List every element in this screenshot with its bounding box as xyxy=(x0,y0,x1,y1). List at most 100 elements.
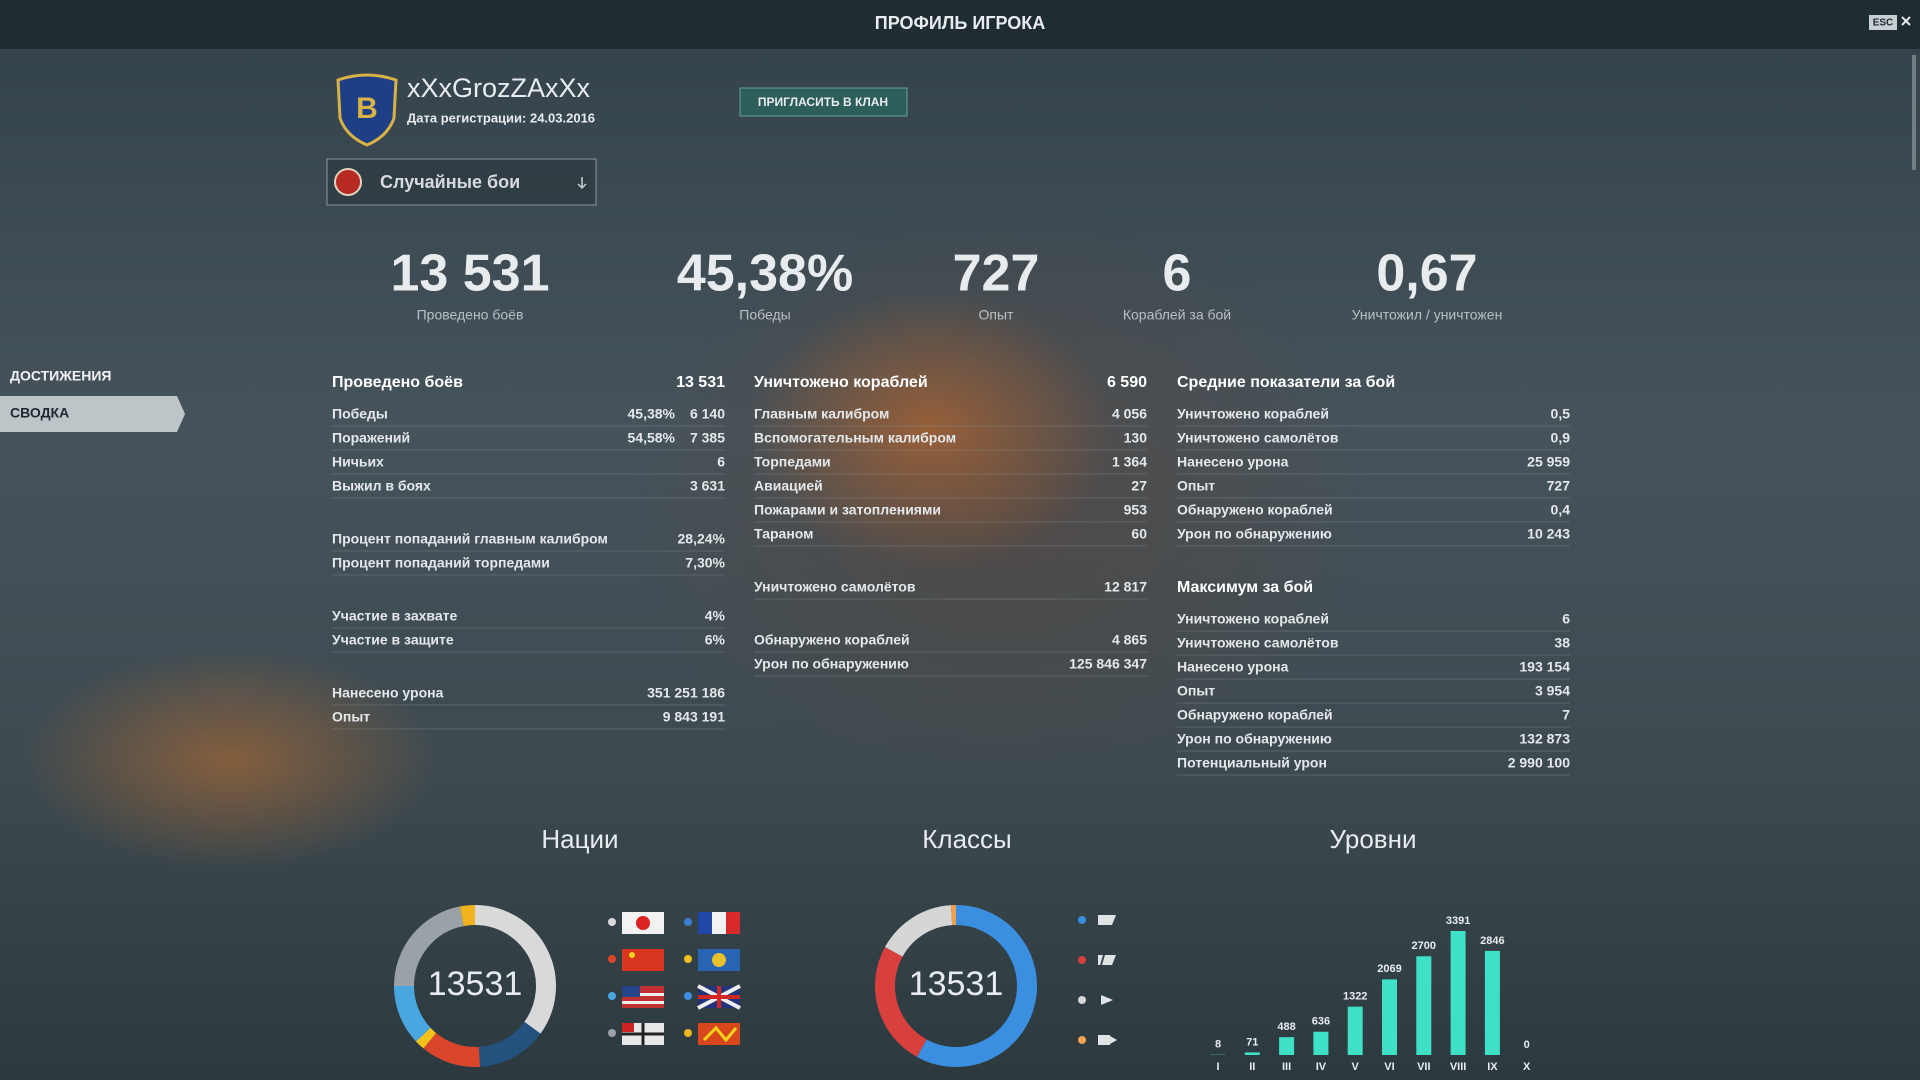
sidebar-item[interactable]: СВОДКА xyxy=(10,405,69,421)
dropdown-arrow[interactable] xyxy=(577,177,587,190)
bar-value-label: 488 xyxy=(1277,1021,1295,1033)
stat-value: 60 xyxy=(1131,526,1147,542)
x-tick-label: IV xyxy=(1316,1061,1327,1073)
bar xyxy=(1382,979,1397,1055)
column-title: Уничтожено кораблей xyxy=(754,374,928,391)
stat-value: 351 251 186 xyxy=(647,685,725,701)
summary-value: 6 xyxy=(1163,245,1192,303)
donut-segment xyxy=(478,1021,541,1067)
stat-label: Главным калибром xyxy=(754,406,889,422)
stat-value: 0,9 xyxy=(1551,430,1571,446)
summary-label: Уничтожил / уничтожен xyxy=(1352,307,1503,323)
donut-segment xyxy=(415,1027,437,1049)
summary-value: 13 531 xyxy=(390,245,549,303)
stat-label: Тараном xyxy=(754,526,814,542)
donut-segment xyxy=(459,905,476,927)
mode-label[interactable]: Случайные бои xyxy=(380,172,520,192)
stat-label: Победы xyxy=(332,406,388,422)
stat-value: 193 154 xyxy=(1519,659,1570,675)
scrollbar[interactable] xyxy=(1912,55,1916,170)
stat-value: 27 xyxy=(1131,478,1147,494)
bar-value-label: 3391 xyxy=(1446,915,1470,927)
bar-value-label: 2700 xyxy=(1412,940,1436,952)
donut-segment xyxy=(875,946,927,1057)
x-tick-label: II xyxy=(1249,1061,1255,1073)
invite-button[interactable] xyxy=(739,87,908,117)
stat-value: 132 873 xyxy=(1519,731,1570,747)
stat-value: 6 xyxy=(1562,611,1570,627)
stat-label: Потенциальный урон xyxy=(1177,755,1327,771)
stat-label: Уничтожено самолётов xyxy=(1177,430,1339,446)
summary: 13 531 Проведено боёв 45,38% Победы 727 Опыт 6… xyxy=(390,245,1502,323)
donut-segment xyxy=(394,906,464,987)
bar-value-label: 1322 xyxy=(1343,991,1367,1003)
bar-value-label: 71 xyxy=(1246,1036,1258,1048)
stat-value: 6 xyxy=(717,454,725,470)
stat-label: Выжил в боях xyxy=(332,478,431,494)
classes-legend xyxy=(1078,915,1117,1045)
stat-value: 0,5 xyxy=(1551,406,1571,422)
stat-value: 3 954 xyxy=(1535,683,1570,699)
stat-value: 2 990 100 xyxy=(1508,755,1570,771)
donut-segment xyxy=(423,1032,481,1067)
x-tick-label: VIII xyxy=(1450,1061,1467,1073)
stat-label: Нанесено урона xyxy=(1177,454,1289,470)
bar xyxy=(1484,950,1500,1055)
header-bar xyxy=(0,0,1920,49)
stat-value: 727 xyxy=(1547,478,1571,494)
stat-label: Процент попаданий торпедами xyxy=(332,555,550,571)
stat-value: 9 843 191 xyxy=(663,709,725,725)
x-tick-label: IX xyxy=(1487,1061,1498,1073)
nations-legend xyxy=(608,912,741,1045)
stat-percent: 54,58% xyxy=(628,430,676,446)
clan-emblem: B xyxy=(336,73,398,147)
sidebar-item[interactable]: ДОСТИЖЕНИЯ xyxy=(10,368,111,384)
registration-date: Дата регистрации: 24.03.2016 xyxy=(407,110,595,125)
stat-value: 12 817 xyxy=(1104,579,1147,595)
stats-table: Проведено боёв 13 531 Победы 6 140 45,38% Пор… xyxy=(332,374,1571,776)
stat-value: 1 364 xyxy=(1112,454,1147,470)
stat-value: 125 846 347 xyxy=(1069,656,1147,672)
x-tick-label: V xyxy=(1352,1061,1360,1073)
stat-label: Уничтожено самолётов xyxy=(1177,635,1339,651)
chart-title: Уровни xyxy=(1330,824,1417,854)
stat-value: 7,30% xyxy=(685,555,725,571)
stat-label: Поражений xyxy=(332,430,410,446)
donut-center: 13531 xyxy=(428,965,523,1003)
stat-label: Торпедами xyxy=(754,454,831,470)
summary-value: 45,38% xyxy=(677,245,853,303)
charts: Нации 13531 Классы 13531 Уровни 8 I 71 II 488 III 6… xyxy=(394,824,1531,1073)
sidebar: ДОСТИЖЕНИЯ СВОДКА xyxy=(0,368,185,432)
x-tick-label: VII xyxy=(1417,1061,1430,1073)
stat-label: Опыт xyxy=(1177,478,1215,494)
summary-label: Кораблей за бой xyxy=(1123,307,1231,323)
sidebar-active-bg xyxy=(0,396,185,432)
stat-label: Уничтожено самолётов xyxy=(754,579,916,595)
invite-button-label[interactable]: ПРИГЛАСИТЬ В КЛАН xyxy=(758,95,888,109)
stat-value: 7 xyxy=(1562,707,1570,723)
group-title: Максимум за бой xyxy=(1177,579,1313,596)
stat-label: Участие в защите xyxy=(332,632,454,648)
stat-label: Урон по обнаружению xyxy=(1177,526,1332,542)
stat-value: 4% xyxy=(705,608,726,624)
esc-label[interactable]: ESC xyxy=(1873,18,1894,29)
stat-value: 0,4 xyxy=(1551,502,1571,518)
close-icon[interactable] xyxy=(1901,16,1911,26)
stat-label: Вспомогательным калибром xyxy=(754,430,956,446)
mode-dropdown[interactable] xyxy=(326,158,597,206)
esc-badge[interactable] xyxy=(1869,15,1897,30)
bar xyxy=(1416,956,1432,1055)
stat-value: 4 865 xyxy=(1112,632,1147,648)
stat-value: 6% xyxy=(705,632,726,648)
stat-value: 25 959 xyxy=(1527,454,1570,470)
player-name: xXxGrozZAxXx xyxy=(407,73,591,103)
column-total: 13 531 xyxy=(676,374,725,391)
stat-label: Авиацией xyxy=(754,478,823,494)
donut-segment xyxy=(394,985,431,1042)
x-tick-label: III xyxy=(1282,1061,1291,1073)
x-tick-label: I xyxy=(1216,1061,1219,1073)
stat-value: 28,24% xyxy=(678,531,726,547)
bar-value-label: 636 xyxy=(1312,1016,1330,1028)
